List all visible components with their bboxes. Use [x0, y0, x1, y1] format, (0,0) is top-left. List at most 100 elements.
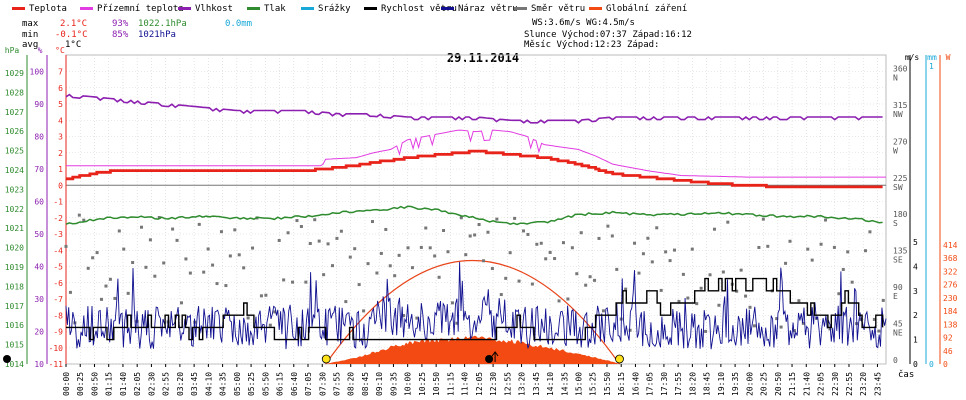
humidity-tick-label: 50 — [34, 230, 44, 239]
wind-direction-point — [113, 296, 117, 300]
temperature-tick-label: -11 — [49, 360, 64, 369]
x-tick-label: 16:15 — [617, 372, 626, 396]
wind-direction-point — [415, 316, 419, 320]
wind-direction-point — [530, 282, 534, 286]
wind-direction-point — [313, 218, 317, 222]
wind-tick-label: 0 — [913, 360, 918, 369]
wind-direction-point — [91, 256, 95, 260]
x-tick-label: 01:40 — [119, 372, 128, 396]
wind-direction-point — [140, 225, 144, 229]
temperature-tick-label: -8 — [53, 311, 63, 320]
humidity-tick-label: 60 — [34, 198, 44, 207]
x-tick-label: 12:05 — [475, 372, 484, 396]
x-tick-label: 03:45 — [190, 372, 199, 396]
wind-direction-point — [428, 246, 432, 250]
radiation-tick-label: 414 — [943, 241, 958, 250]
stats-max-pres: 1022.1hPa — [138, 19, 187, 29]
wind-direction-point — [561, 241, 565, 245]
x-tick-label: 18:45 — [703, 372, 712, 396]
wind-direction-point — [544, 257, 548, 261]
legend-label: Směr větru — [531, 4, 585, 14]
wind-direction-point — [419, 245, 423, 249]
stats-max-temp: 2.1°C — [60, 19, 87, 29]
wind-direction-point — [766, 244, 770, 248]
direction-tick-label: 180 — [893, 210, 908, 219]
stats-panel: max 2.1°C 93% 1022.1hPa 0.0mm min -0.1°C… — [22, 18, 692, 50]
wind-direction-point — [735, 289, 739, 293]
legend-swatch — [301, 7, 314, 10]
wind-direction-point — [841, 267, 845, 271]
x-tick-label: 12:30 — [489, 372, 498, 396]
wind-direction-point — [264, 293, 268, 297]
temperature-tick-label: -3 — [53, 230, 63, 239]
wind-direction-point — [708, 273, 712, 277]
direction-tick-label: 45 — [893, 320, 903, 329]
wind-direction-point — [131, 261, 135, 265]
x-tick-label: 00:25 — [76, 372, 85, 396]
x-tick-label: 07:05 — [304, 372, 313, 396]
wind-direction-point — [317, 239, 321, 243]
wind-direction-point — [148, 238, 152, 242]
axes: hPa% °C1029102810271026102510241023102210… — [5, 46, 958, 396]
wind-direction-point — [291, 280, 295, 284]
x-tick-label: 20:00 — [745, 372, 754, 396]
wind-direction-point — [610, 234, 614, 238]
wind-direction-point — [775, 317, 779, 321]
wind-direction-point — [761, 217, 765, 221]
humidity-line — [65, 93, 883, 124]
wind-direction-point — [122, 247, 126, 251]
wind-direction-point — [246, 316, 250, 320]
legend-label: Přízemní teplota — [97, 4, 184, 14]
direction-tick-label: E — [893, 292, 898, 301]
wind-direction-point — [535, 242, 539, 246]
x-tick-label: 02:30 — [147, 372, 156, 396]
stats-min-hum: 85% — [112, 30, 129, 40]
wind-tick-label: 2 — [913, 311, 918, 320]
wind-direction-point — [331, 264, 334, 268]
legend-swatch — [178, 7, 191, 10]
x-tick-label: 00:50 — [90, 372, 99, 396]
wind-direction-point — [641, 252, 645, 256]
stats-min-temp: -0.1°C — [55, 30, 88, 40]
wind-direction-point — [273, 310, 277, 314]
rain-tick-label: 0 — [929, 360, 934, 369]
moon-marker-left-icon — [3, 355, 11, 363]
wind-direction-point — [242, 266, 246, 270]
direction-tick-label: SE — [893, 256, 903, 265]
axis-unit: °C — [55, 46, 65, 55]
wind-direction-point — [259, 294, 263, 298]
wind-direction-point — [202, 270, 206, 274]
wind-direction-point — [877, 329, 881, 333]
pressure-tick-label: 1027 — [5, 108, 24, 117]
wind-direction-point — [593, 278, 597, 282]
pressure-tick-label: 1018 — [5, 282, 24, 291]
pressure-tick-label: 1019 — [5, 263, 24, 272]
legend-swatch — [589, 7, 602, 10]
wind-direction-point — [579, 231, 583, 235]
x-tick-label: 19:10 — [717, 372, 726, 396]
wind-direction-point — [339, 229, 343, 233]
wind-direction-point — [726, 220, 730, 224]
pressure-tick-label: 1022 — [5, 205, 24, 214]
wind-direction-point — [117, 229, 121, 233]
pressure-tick-label: 1016 — [5, 321, 24, 330]
wind-direction-point — [171, 227, 175, 231]
wind-direction-point — [699, 286, 703, 290]
humidity-tick-label: 100 — [30, 68, 45, 77]
x-tick-label: 16:40 — [631, 372, 640, 396]
wind-direction-point — [153, 274, 157, 278]
x-tick-label: 01:15 — [105, 372, 114, 396]
sunrise-marker-icon — [321, 354, 331, 364]
radiation-tick-label: 92 — [943, 334, 953, 343]
direction-tick-label: 225 — [893, 174, 908, 183]
temperature-tick-label: 6 — [58, 84, 63, 93]
pressure-tick-label: 1024 — [5, 166, 24, 175]
wind-direction-point — [402, 314, 406, 318]
legend-label: Srážky — [318, 4, 351, 14]
pressure-tick-label: 1026 — [5, 127, 24, 136]
x-tick-label: 11:15 — [446, 372, 455, 396]
temperature-tick-label: -6 — [53, 279, 63, 288]
stats-min-label: min — [22, 30, 38, 40]
wind-direction-point — [375, 271, 379, 275]
wind-direction-point — [837, 292, 841, 296]
